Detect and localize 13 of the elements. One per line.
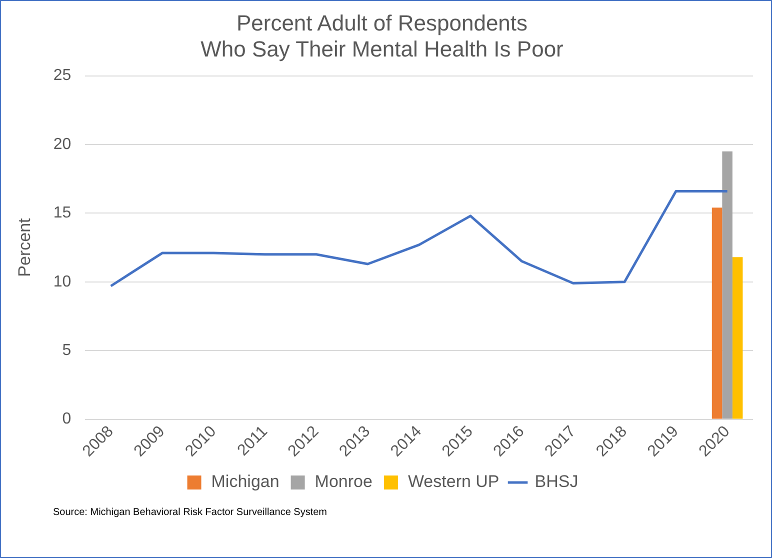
y-tick-label: 0 xyxy=(62,410,72,428)
legend-label: Michigan xyxy=(211,472,280,492)
y-tick-label: 20 xyxy=(53,136,72,153)
chart-title: Percent Adult of Respondents Who Say Their Mental Health Is Poor xyxy=(200,10,564,62)
legend-label: Western UP xyxy=(408,472,500,492)
y-axis-title: Percent xyxy=(14,218,34,277)
y-tick-label: 15 xyxy=(53,204,72,222)
source-note: Source: Michigan Behavioral Risk Factor Surveillance System xyxy=(53,507,327,518)
y-tick-label: 25 xyxy=(53,67,72,84)
y-tick-label: 10 xyxy=(53,273,72,290)
legend-label: Monroe xyxy=(314,472,372,492)
y-tick-label: 5 xyxy=(62,342,72,359)
legend-label: BHSJ xyxy=(534,472,578,492)
